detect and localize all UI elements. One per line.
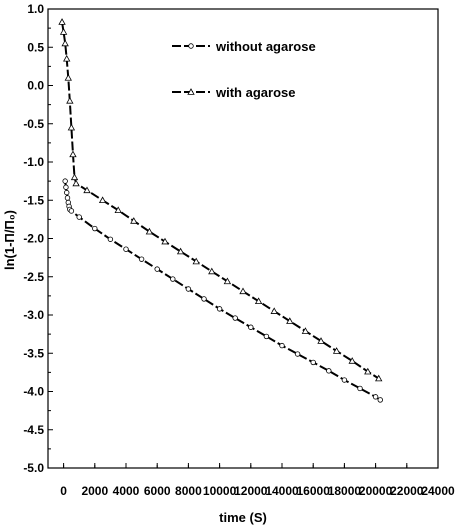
data-point [192,257,200,265]
y-tick-label: 1.0 [27,2,44,16]
data-point [68,208,75,214]
data-point [332,347,341,354]
data-point [123,246,129,252]
data-point [154,266,160,272]
x-tick-label: 14000 [265,484,299,498]
data-point [317,337,325,344]
legend-label: without agarose [215,39,316,54]
data-point [372,394,379,400]
legend-label: with agarose [215,85,295,100]
data-point [377,397,383,403]
y-tick-label: -5.0 [23,461,44,475]
data-point [64,195,71,201]
data-point [161,237,169,245]
x-tick-label: 16000 [297,484,331,498]
series-layer [58,18,383,403]
data-point [232,315,238,321]
data-point [208,267,216,275]
data-point [341,377,348,383]
series-circle [62,178,383,403]
data-point [59,28,68,35]
x-tick-label: 6000 [144,484,171,498]
data-point [364,367,372,375]
data-point [357,385,363,392]
data-point [176,247,185,255]
legend: without agarose with agarose [172,39,316,100]
data-point [254,297,263,305]
y-tick-label: -3.5 [23,346,44,360]
y-tick-label: -1.5 [23,193,44,207]
data-point [76,214,82,220]
x-tick-label: 0 [60,484,67,498]
y-tick-label: -3.0 [23,308,44,322]
y-tick-label: -4.0 [23,385,44,399]
data-point [201,296,207,302]
y-tick-label: -2.5 [23,270,44,284]
data-point [130,217,138,224]
data-point [216,306,223,312]
data-point [67,123,76,131]
data-point [145,227,154,235]
legend-marker [187,88,195,95]
x-tick-label: 18000 [328,484,362,498]
data-point [64,74,72,81]
data-point [185,286,192,292]
legend-marker [188,43,194,49]
y-tick-label: 0.5 [27,40,44,54]
y-tick-label: -4.5 [23,423,44,437]
data-point [348,357,356,364]
data-point [107,236,114,242]
x-tick-label: 20000 [359,484,393,498]
data-point [375,374,383,382]
data-point [92,225,98,232]
y-tick-label: -1.0 [23,155,44,169]
axis-ticks: 0 2000 4000 6000 8000 10000120001400016000180… [23,2,455,498]
x-tick-label: 12000 [234,484,268,498]
x-tick-label: 24000 [421,484,455,498]
y-axis-title: ln(1-Π/Π₀) [2,210,17,270]
data-point [64,189,70,196]
x-tick-label: 2000 [81,484,108,498]
data-point [62,178,68,184]
data-point [248,324,254,330]
data-point [294,351,301,357]
data-point [170,276,176,282]
data-point [63,184,69,190]
data-point [270,307,278,314]
data-point [83,186,91,194]
x-tick-label: 22000 [390,484,424,498]
data-point [72,179,80,187]
data-point [61,39,69,47]
data-point [138,256,145,262]
x-tick-label: 10000 [203,484,237,498]
data-point [63,54,71,62]
data-point [239,287,247,295]
x-axis-title: time (S) [219,510,267,525]
data-point [70,173,79,181]
data-point [279,342,285,349]
series-line [64,180,381,401]
series-triangle [58,18,383,382]
data-point [66,96,74,104]
x-tick-label: 8000 [175,484,202,498]
x-tick-label: 4000 [113,484,140,498]
data-point [114,206,122,213]
data-point [69,150,77,158]
data-point [301,327,310,334]
data-point [310,359,316,366]
y-tick-label: -2.0 [23,232,44,246]
data-point [223,277,232,285]
y-tick-label: 0.0 [27,79,44,93]
data-point [326,368,332,374]
legend-item: without agarose [172,39,316,54]
data-point [286,317,294,324]
y-tick-label: -0.5 [23,117,44,131]
data-point [263,333,270,340]
data-point [98,196,107,204]
data-point [58,18,66,25]
series-line [61,21,380,380]
legend-item: with agarose [172,85,295,100]
